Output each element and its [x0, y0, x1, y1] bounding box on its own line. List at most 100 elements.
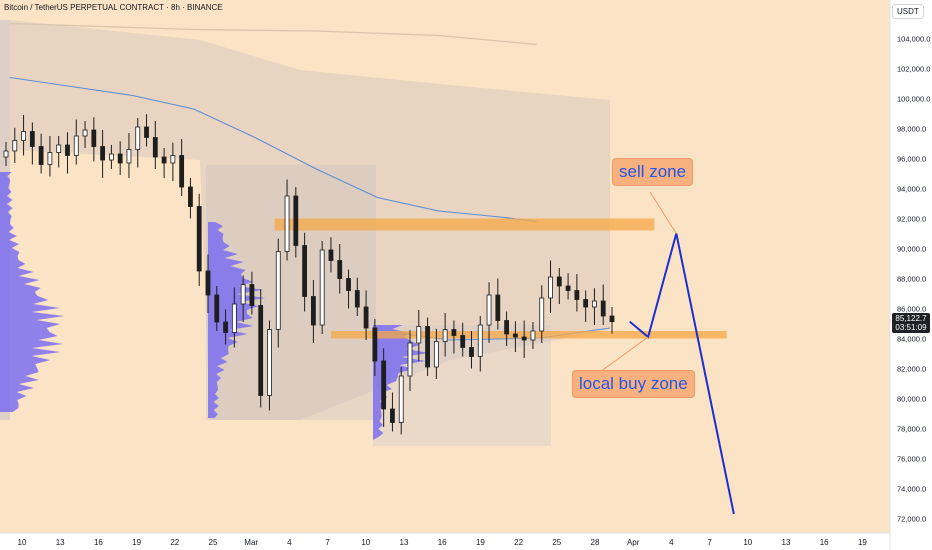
candle-body	[161, 156, 167, 164]
candle-body	[284, 195, 290, 252]
candle	[29, 122, 35, 165]
candle-body	[539, 297, 545, 332]
candle	[486, 282, 492, 343]
candles	[3, 114, 615, 435]
candle-body	[3, 150, 9, 158]
x-tick-label: 22	[170, 538, 179, 547]
candle-body	[21, 131, 26, 141]
candle-body	[530, 330, 536, 341]
candle-body	[592, 300, 597, 308]
candle	[574, 274, 580, 312]
candle	[249, 271, 255, 315]
candle-body	[425, 326, 430, 368]
candle	[310, 280, 316, 343]
time-axis-panel	[0, 533, 890, 550]
candle	[170, 142, 176, 181]
candle	[337, 244, 343, 294]
candle-body	[214, 294, 220, 323]
candle-body	[302, 245, 308, 297]
candle	[258, 289, 264, 408]
candle	[240, 275, 246, 322]
candle	[477, 316, 483, 372]
candle	[47, 136, 53, 177]
candle-body	[29, 131, 35, 147]
candle-body	[188, 186, 193, 207]
candle	[548, 260, 553, 313]
candle-body	[565, 285, 571, 291]
candle-body	[319, 249, 325, 326]
candle-body	[310, 296, 316, 326]
y-tick-label: 82,000.0	[897, 365, 926, 374]
candle-body	[108, 153, 114, 161]
candle-body	[451, 329, 457, 336]
candle-body	[556, 276, 562, 287]
candle	[117, 141, 123, 175]
candle	[38, 133, 44, 174]
candle	[425, 317, 430, 376]
y-tick-label: 80,000.0	[897, 395, 926, 404]
candle-body	[469, 347, 474, 357]
x-tick-label: Apr	[627, 538, 640, 547]
candle-body	[126, 149, 132, 164]
x-tick-label: 13	[56, 538, 65, 547]
y-tick-label: 100,000.0	[897, 95, 930, 104]
candle	[372, 319, 378, 376]
candle-body	[486, 294, 492, 326]
y-tick-label: 90,000.0	[897, 245, 926, 254]
candle	[108, 145, 114, 169]
candle	[188, 178, 193, 219]
candle	[65, 132, 70, 174]
candle	[583, 290, 589, 322]
y-tick-label: 76,000.0	[897, 455, 926, 464]
candle	[21, 115, 26, 156]
candle-body	[170, 155, 176, 164]
candle-body	[574, 290, 580, 300]
candle	[407, 330, 413, 391]
candle	[152, 121, 158, 169]
candle-body	[442, 329, 448, 342]
price-axis-panel	[890, 0, 932, 550]
x-tick-label: 16	[820, 538, 829, 547]
x-tick-label: 16	[94, 538, 103, 547]
candle	[179, 139, 185, 196]
chart-title: Bitcoin / TetherUS PERPETUAL CONTRACT · …	[4, 3, 223, 12]
candle-body	[504, 320, 510, 335]
candle-body	[12, 140, 18, 152]
bar-countdown: 03:51:09	[895, 323, 927, 332]
candle	[100, 130, 106, 178]
candle	[565, 273, 571, 300]
candle	[381, 348, 387, 427]
y-tick-label: 84,000.0	[897, 335, 926, 344]
projection-line	[629, 233, 735, 515]
candle-body	[47, 152, 53, 165]
volume-profile-left	[0, 172, 65, 412]
candle	[521, 320, 527, 358]
candle	[267, 320, 272, 411]
candle	[293, 187, 299, 258]
candle-body	[179, 155, 185, 188]
candle-body	[100, 146, 106, 161]
x-tick-label: 4	[287, 538, 292, 547]
candle-body	[381, 360, 387, 410]
candle	[495, 278, 501, 330]
candle-body	[583, 299, 589, 308]
currency-selector[interactable]: USDT	[892, 4, 924, 19]
x-tick-label: 25	[552, 538, 561, 547]
y-tick-label: 98,000.0	[897, 125, 926, 134]
candle	[363, 290, 369, 340]
candle	[512, 321, 518, 352]
candle-body	[73, 135, 79, 156]
candle	[73, 119, 79, 165]
x-tick-label: Mar	[244, 538, 258, 547]
buy-zone-label[interactable]: local buy zone	[572, 370, 695, 398]
projection	[599, 191, 735, 515]
sell-zone-label[interactable]: sell zone	[612, 158, 694, 186]
x-tick-label: 25	[209, 538, 218, 547]
candle	[539, 285, 545, 343]
candle-body	[205, 270, 211, 296]
candle-body	[521, 336, 527, 341]
candle	[231, 287, 237, 348]
candle-body	[337, 260, 343, 279]
candle-body	[390, 408, 395, 423]
